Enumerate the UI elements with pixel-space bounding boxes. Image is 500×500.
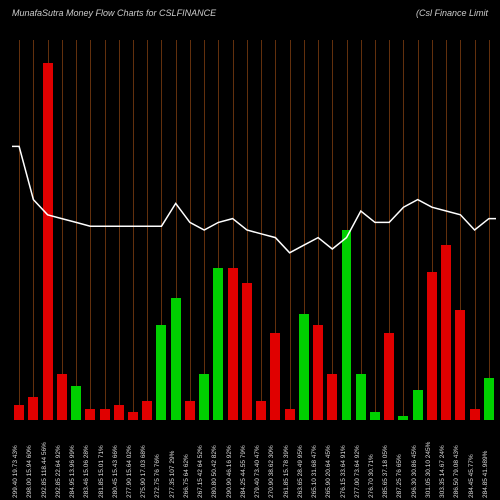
x-label-slot: 267.15 42 64 52% (197, 422, 211, 500)
x-label-slot: 283.46 15.06 28% (83, 422, 97, 500)
x-axis-label: 266.75 64 62% (183, 454, 190, 498)
x-label-slot: 298.00 15.94 60% (26, 422, 40, 500)
line-series (12, 146, 496, 252)
x-label-slot: 287.25 76 65% (396, 422, 410, 500)
x-axis-label: 277.00 73.64 92% (354, 445, 361, 498)
x-axis-label: 280.45 15.43 66% (112, 445, 119, 498)
x-axis-label: 301.05 30.10 245% (425, 442, 432, 498)
x-axis-label: 284.25 44.55 79% (240, 445, 247, 498)
x-axis-label: 281.85 15.01 71% (98, 445, 105, 498)
x-label-slot: 284.25 44.55 79% (240, 422, 254, 500)
x-label-slot: 301.05 30.10 245% (425, 422, 439, 500)
x-label-slot: 263.65 28.49 95% (297, 422, 311, 500)
x-label-slot: 284.95 13.96 99% (69, 422, 83, 500)
x-axis-label: 272.75 76 76% (154, 454, 161, 498)
x-label-slot: 277.35 107 29% (169, 422, 183, 500)
x-axis-label: 277.90 15.64 02% (126, 445, 133, 498)
chart-area (12, 40, 496, 420)
x-label-slot: 272.75 76 76% (154, 422, 168, 500)
x-label-slot: 276.15 33.64 91% (339, 422, 353, 500)
x-axis-label: 277.35 107 29% (169, 451, 176, 498)
x-axis-label: 283.46 15.06 28% (83, 445, 90, 498)
x-axis-label: 280.80 50.42 82% (211, 445, 218, 498)
x-label-slot: 280.80 50.42 82% (211, 422, 225, 500)
x-label-slot: 270.90 38.62 30% (268, 422, 282, 500)
x-axis-label: 263.65 28.49 95% (297, 445, 304, 498)
x-label-slot: 292.85 22.64 92% (55, 422, 69, 500)
x-label-slot: 277.00 73.64 92% (354, 422, 368, 500)
x-label-slot: 285.65 37.18 05% (382, 422, 396, 500)
x-label-slot: 303.35 14.67 24% (439, 422, 453, 500)
x-axis-label: 276.70 30.71% (368, 454, 375, 498)
x-label-slot: 277.90 15.64 02% (126, 422, 140, 500)
title-right: (Csl Finance Limit (416, 8, 488, 18)
x-label-slot: 276.70 30.71% (368, 422, 382, 500)
x-axis-label: 284.95 13.96 99% (69, 445, 76, 498)
x-label-slot: 284.85 41.989% (482, 422, 496, 500)
x-label-slot: 290.90 46.16 92% (226, 422, 240, 500)
x-axis-label: 303.35 14.67 24% (439, 445, 446, 498)
x-axis-label: 292.85 118.44 56% (41, 442, 48, 498)
x-axis-label: 296.30 30.86 45% (411, 445, 418, 498)
x-axis-label: 265.90 20.64 45% (325, 445, 332, 498)
chart-header: MunafaSutra Money Flow Charts for CSLFIN… (12, 8, 488, 18)
x-axis-label: 285.65 37.18 05% (382, 445, 389, 498)
x-axis-label: 292.85 22.64 92% (55, 445, 62, 498)
x-label-slot: 284.45 45.77% (468, 422, 482, 500)
x-axis-label: 270.90 38.62 30% (268, 445, 275, 498)
x-axis-labels: 299.40 19.73 43% 298.00 15.94 60% 292.85 1… (12, 422, 496, 500)
x-axis-label: 267.15 42 64 52% (197, 445, 204, 498)
x-label-slot: 292.85 118.44 56% (40, 422, 54, 500)
x-label-slot: 261.85 15.78 39% (282, 422, 296, 500)
title-left: MunafaSutra Money Flow Charts for CSLFIN… (12, 8, 216, 18)
x-axis-label: 265.10 31.68 47% (311, 445, 318, 498)
x-label-slot: 265.90 20.64 45% (325, 422, 339, 500)
x-label-slot: 296.30 30.86 45% (411, 422, 425, 500)
x-label-slot: 280.45 15.43 66% (112, 422, 126, 500)
x-label-slot: 279.40 73.40 47% (254, 422, 268, 500)
x-axis-label: 299.40 19.73 43% (12, 445, 19, 498)
x-label-slot: 265.10 31.68 47% (311, 422, 325, 500)
x-axis-label: 275.90 17.03 68% (140, 445, 147, 498)
line-overlay (12, 40, 496, 420)
x-axis-label: 276.15 33.64 91% (340, 445, 347, 498)
x-label-slot: 275.90 17.03 68% (140, 422, 154, 500)
x-axis-label: 290.90 46.16 92% (226, 445, 233, 498)
x-axis-label: 298.00 15.94 60% (26, 445, 33, 498)
x-axis-label: 287.25 76 65% (396, 454, 403, 498)
x-label-slot: 299.40 19.73 43% (12, 422, 26, 500)
x-axis-label: 284.45 45.77% (468, 454, 475, 498)
x-axis-label: 286.50 79.08 43% (453, 445, 460, 498)
x-label-slot: 281.85 15.01 71% (97, 422, 111, 500)
x-label-slot: 286.50 79.08 43% (453, 422, 467, 500)
x-axis-label: 284.85 41.989% (482, 451, 489, 498)
x-axis-label: 279.40 73.40 47% (254, 445, 261, 498)
x-label-slot: 266.75 64 62% (183, 422, 197, 500)
x-axis-label: 261.85 15.78 39% (283, 445, 290, 498)
